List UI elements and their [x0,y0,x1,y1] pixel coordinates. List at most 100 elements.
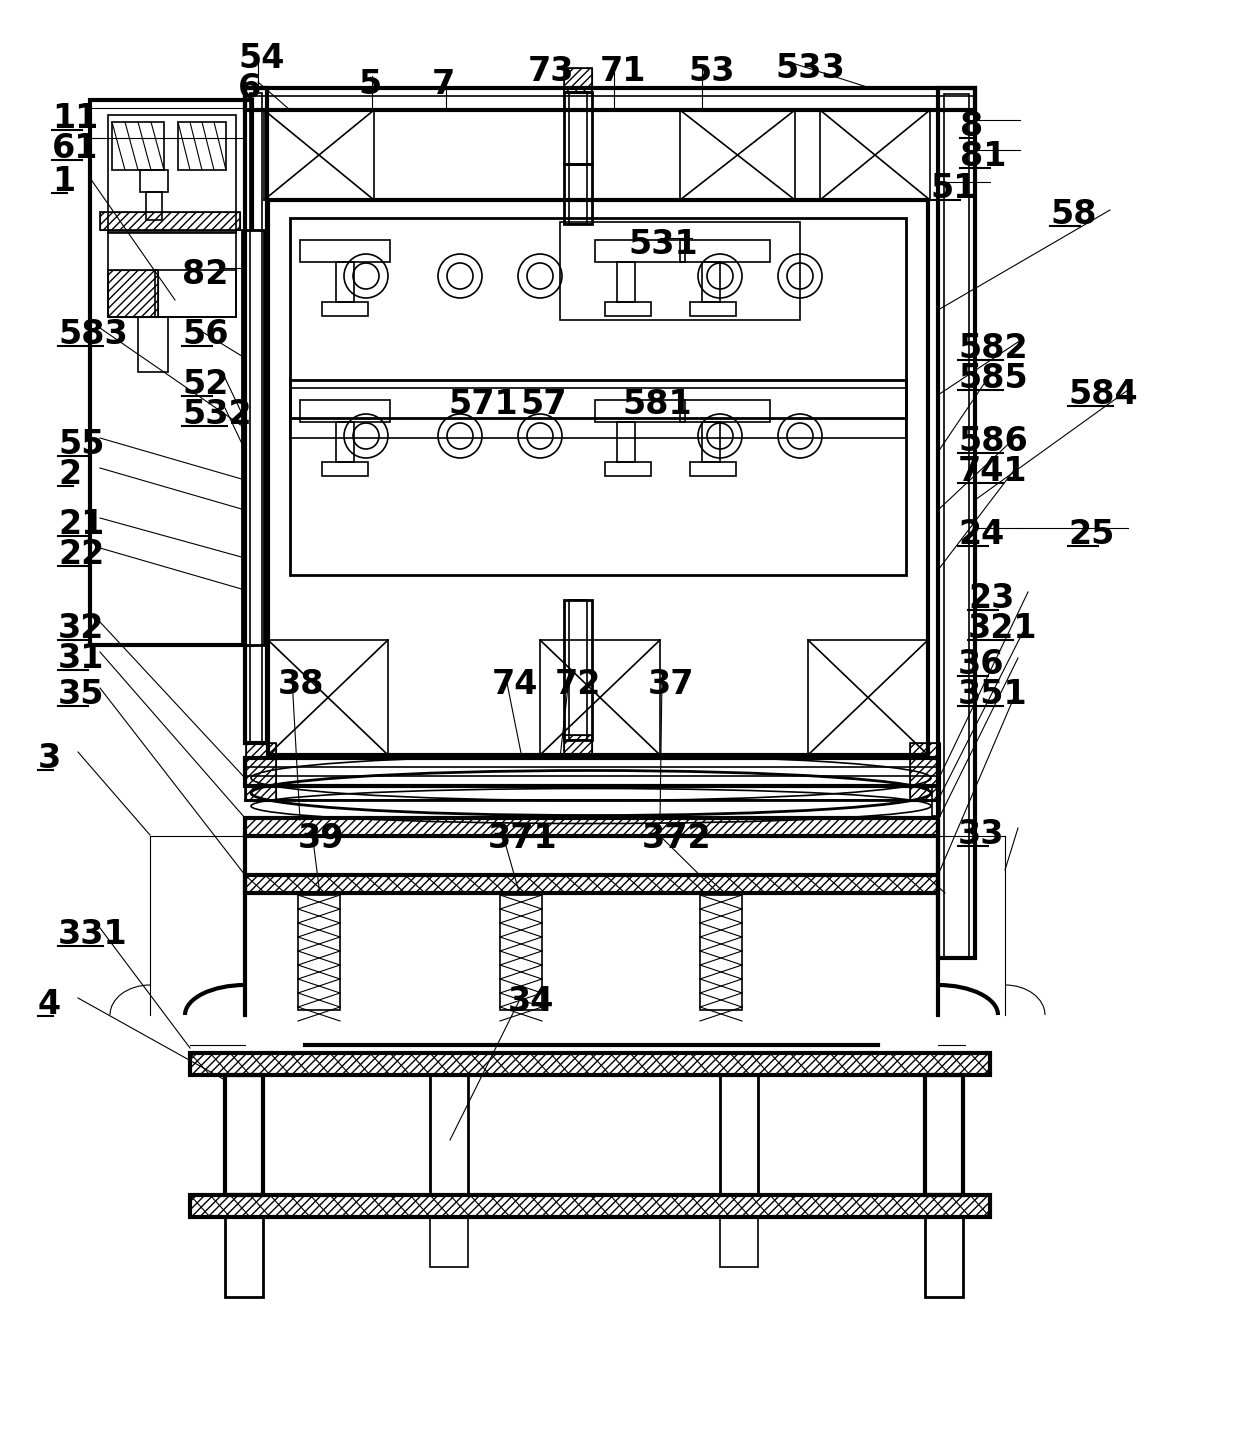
Bar [290,389,906,438]
Bar [322,462,368,475]
Bar [910,743,940,801]
Bar [179,121,226,171]
Bar [569,92,587,163]
Bar [569,600,587,740]
Text: 584: 584 [1068,379,1137,410]
Bar [246,818,937,837]
Bar [246,88,267,743]
Bar [564,92,591,163]
Text: 81: 81 [960,140,1007,173]
Text: 51: 51 [930,172,976,205]
Bar [246,759,937,786]
Bar [605,462,651,475]
Text: 582: 582 [959,332,1028,366]
Bar [108,270,157,316]
Text: 532: 532 [182,397,252,431]
Bar [224,1075,263,1195]
Text: 57: 57 [520,389,567,420]
Bar [595,240,684,262]
Text: 33: 33 [959,818,1004,851]
Bar [246,786,937,801]
Bar [242,230,264,644]
Text: 52: 52 [182,368,228,402]
Text: 71: 71 [600,55,646,88]
Bar [146,192,162,220]
Text: 82: 82 [182,259,228,290]
Text: 22: 22 [58,538,104,571]
Text: 351: 351 [959,678,1028,711]
Bar [190,1053,990,1075]
Bar [246,876,937,893]
Bar [932,786,940,816]
Text: 36: 36 [959,647,1004,681]
Text: 6: 6 [238,72,262,105]
Bar [539,640,660,754]
Bar [290,380,906,575]
Bar [701,894,742,1010]
Bar [910,743,940,801]
Bar [190,1195,990,1217]
Text: 571: 571 [448,389,517,420]
Bar [689,302,737,316]
Bar [190,1053,990,1075]
Bar [138,316,167,371]
Text: 7: 7 [432,68,455,101]
Bar [564,600,591,740]
Text: 61: 61 [52,131,98,165]
Text: 8: 8 [960,110,983,143]
Text: 3: 3 [38,741,61,775]
Text: 581: 581 [622,389,692,420]
Text: 73: 73 [528,55,574,88]
Bar [300,400,391,422]
Bar [808,640,928,754]
Bar [560,223,800,319]
Text: 586: 586 [959,425,1028,458]
Text: 5: 5 [358,68,381,101]
Bar [702,422,720,462]
Text: 371: 371 [489,822,558,855]
Bar [100,212,241,230]
Text: 74: 74 [492,668,538,701]
Bar [564,68,591,92]
Bar [618,422,635,462]
Bar [250,92,262,743]
Bar [108,233,236,316]
Text: 1: 1 [52,165,76,198]
Text: 55: 55 [58,428,104,461]
Bar [246,743,277,801]
Bar [268,199,928,754]
Bar [224,1217,263,1298]
Bar [155,270,236,316]
Text: 2: 2 [58,458,81,491]
Bar [937,88,975,958]
Bar [290,218,906,418]
Bar [298,894,340,1010]
Text: 11: 11 [52,103,98,134]
Text: 54: 54 [238,42,284,75]
Bar [564,736,591,757]
Bar [246,876,937,893]
Bar [100,212,241,230]
Bar [720,1075,758,1195]
Bar [680,400,770,422]
Bar [618,262,635,302]
Bar [689,462,737,475]
Bar [564,736,591,757]
Bar [246,818,937,837]
Bar [605,302,651,316]
Text: 34: 34 [508,985,554,1017]
Text: 531: 531 [627,228,698,262]
Text: 32: 32 [58,613,104,644]
Bar [268,640,388,754]
Text: 72: 72 [556,668,601,701]
Bar [944,94,968,958]
Bar [108,116,236,233]
Text: 56: 56 [182,318,228,351]
Text: 25: 25 [1068,517,1115,551]
Bar [91,100,252,644]
Bar [264,110,374,199]
Bar [680,240,770,262]
Text: 533: 533 [775,52,844,85]
Bar [336,262,353,302]
Bar [108,270,157,316]
